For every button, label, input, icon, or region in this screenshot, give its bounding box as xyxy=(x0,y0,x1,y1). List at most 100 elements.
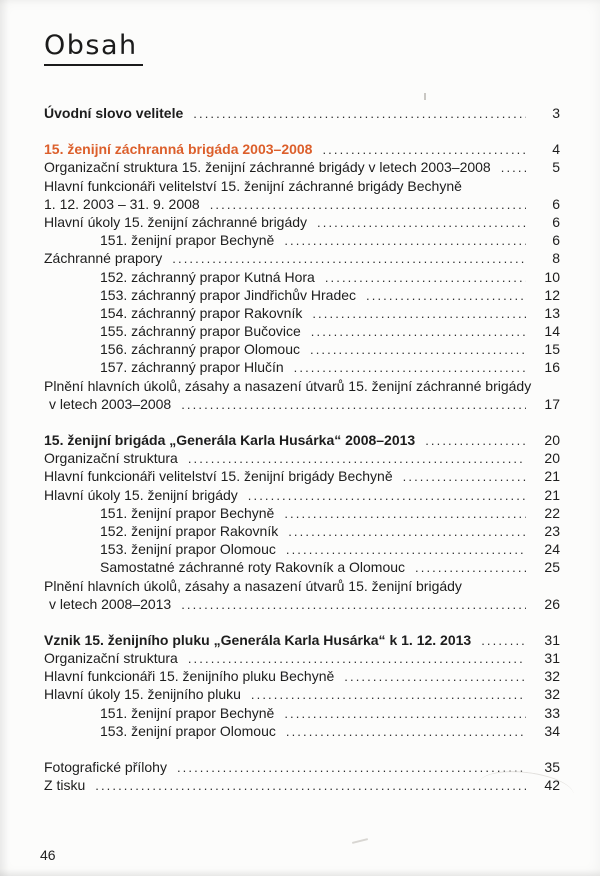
toc-leader-dots: ........................................… xyxy=(172,251,526,267)
toc-leader-dots: ........................................… xyxy=(310,324,526,340)
toc-entry: 156. záchranný prapor Olomouc...........… xyxy=(44,340,560,358)
toc-entry-text: Hlavní funkcionáři velitelství 15. ženij… xyxy=(44,468,393,485)
footer-page-number: 46 xyxy=(40,847,56,863)
toc-entry-text: Hlavní úkoly 15. ženijní záchranné brigá… xyxy=(44,213,308,230)
toc-entry-text: Fotografické přílohy xyxy=(44,759,167,775)
toc-page-number: 32 xyxy=(544,668,560,685)
toc-entry: Hlavní úkoly 15. ženijní záchranné brigá… xyxy=(44,213,560,231)
toc-leader-dots: ........................................… xyxy=(324,269,526,285)
toc-entry-text: 156. záchranný prapor Olomouc xyxy=(100,341,300,358)
toc-entry: 153. záchranný prapor Jindřichův Hradec.… xyxy=(44,286,560,304)
toc-page-number: 3 xyxy=(552,105,560,121)
toc-entry-text: Hlavní úkoly 15. ženijní brigády xyxy=(44,486,238,503)
toc-entry: Organizační struktura...................… xyxy=(44,649,560,667)
toc-page-number: 6 xyxy=(552,195,560,212)
toc-page-number: 6 xyxy=(552,213,560,230)
toc-leader-dots: ........................................… xyxy=(425,433,526,448)
page-title: Obsah xyxy=(44,30,143,66)
toc-entry-text: Vznik 15. ženijního pluku „Generála Karl… xyxy=(44,631,472,648)
toc-entry: 151. ženijní prapor Bechyně.............… xyxy=(44,504,560,522)
toc-page-number: 24 xyxy=(544,541,560,558)
toc-leader-dots: ........................................… xyxy=(181,396,526,412)
toc-entry: Záchranné prapory.......................… xyxy=(44,249,560,267)
toc-entry: Organizační struktura...................… xyxy=(44,449,560,467)
toc-entry-text: 151. ženijní prapor Bechyně xyxy=(100,704,275,721)
toc-entry-text: 15. ženijní brigáda „Generála Karla Husá… xyxy=(44,432,416,448)
toc-entry-text: 157. záchranný prapor Hlučín xyxy=(100,359,284,376)
toc-entry: Vznik 15. ženijního pluku „Generála Karl… xyxy=(44,631,560,649)
toc-entry: 152. záchranný prapor Kutná Hora........… xyxy=(44,268,560,286)
toc-leader-dots: ........................................… xyxy=(284,705,526,721)
toc-page-number: 14 xyxy=(544,323,560,340)
toc-leader-dots: ........................................… xyxy=(322,142,526,158)
toc-entry-text: 153. ženijní prapor Olomouc xyxy=(100,722,276,739)
toc-entry: Hlavní funkcionáři velitelství 15. ženij… xyxy=(44,467,560,485)
toc-page-number: 32 xyxy=(544,686,560,703)
toc-leader-dots: ........................................… xyxy=(310,342,526,358)
toc-entry-text: Z tisku xyxy=(44,777,86,794)
toc-entry: Fotografické přílohy....................… xyxy=(44,758,560,776)
toc-entry: Samostatné záchranné roty Rakovník a Olo… xyxy=(44,558,560,576)
toc-entry: v letech 2003–2008......................… xyxy=(44,395,560,413)
toc-page-number: 31 xyxy=(544,650,560,667)
toc-entry-text: Úvodní slovo velitele xyxy=(44,105,184,121)
toc-entry: 152. ženijní prapor Rakovník............… xyxy=(44,522,560,540)
toc-entry-text: 151. ženijní prapor Bechyně xyxy=(100,504,275,521)
toc-leader-dots: ........................................… xyxy=(415,560,526,576)
toc-entry-text: Hlavní funkcionáři 15. ženijního pluku B… xyxy=(44,668,335,685)
toc-entry-text: Plnění hlavních úkolů, zásahy a nasazení… xyxy=(44,377,532,394)
toc-page-number: 8 xyxy=(552,250,560,267)
toc-entry-text: Hlavní funkcionáři velitelství 15. ženij… xyxy=(44,177,462,194)
toc-entry: Úvodní slovo velitele...................… xyxy=(44,104,560,122)
toc-page-number: 4 xyxy=(552,141,560,158)
toc-leader-dots: ........................................… xyxy=(288,523,526,539)
toc-page-number: 17 xyxy=(544,395,560,412)
toc-leader-dots: ........................................… xyxy=(95,778,526,794)
toc-page-number: 23 xyxy=(544,522,560,539)
toc-leader-dots: ........................................… xyxy=(187,651,526,667)
toc-page-number: 33 xyxy=(544,704,560,721)
toc-entry: 155. záchranný prapor Bučovice..........… xyxy=(44,322,560,340)
toc-entry-text: 1. 12. 2003 – 31. 9. 2008 xyxy=(44,195,200,212)
toc-leader-dots: ........................................… xyxy=(187,451,526,467)
toc-leader-dots: ........................................… xyxy=(176,760,526,775)
toc-entry-text: Hlavní úkoly 15. ženijního pluku xyxy=(44,686,241,703)
toc-page-number: 42 xyxy=(544,777,560,794)
toc-page-number: 5 xyxy=(552,159,560,176)
toc-leader-dots: ........................................… xyxy=(317,214,526,230)
toc-page-number: 34 xyxy=(544,722,560,739)
toc-entry-text: 153. záchranný prapor Jindřichův Hradec xyxy=(100,286,357,303)
toc-entry: Hlavní úkoly 15. ženijní brigády........… xyxy=(44,486,560,504)
toc-entry: Organizační struktura 15. ženijní záchra… xyxy=(44,158,560,176)
toc-leader-dots: ........................................… xyxy=(500,160,526,176)
toc-entry: Plnění hlavních úkolů, zásahy a nasazení… xyxy=(44,377,560,395)
toc-leader-dots: ........................................… xyxy=(344,669,526,685)
toc-leader-dots: ........................................… xyxy=(285,542,526,558)
toc-list: Úvodní slovo velitele...................… xyxy=(0,104,600,794)
toc-page-number: 22 xyxy=(544,504,560,521)
scan-artifact xyxy=(351,838,369,844)
toc-page-number: 16 xyxy=(544,359,560,376)
toc-page-number: 35 xyxy=(544,759,560,775)
toc-page-number: 31 xyxy=(544,631,560,648)
toc-leader-dots: ........................................… xyxy=(209,196,526,212)
toc-page-number: 10 xyxy=(544,268,560,285)
toc-leader-dots: ........................................… xyxy=(293,360,526,376)
toc-entry: 153. ženijní prapor Olomouc.............… xyxy=(44,540,560,558)
toc-page-number: 15 xyxy=(544,341,560,358)
toc-entry: 15. ženijní záchranná brigáda 2003–2008.… xyxy=(44,140,560,158)
toc-leader-dots: ........................................… xyxy=(193,106,526,121)
toc-entry-text: Samostatné záchranné roty Rakovník a Olo… xyxy=(100,559,406,576)
toc-entry: Hlavní funkcionáři 15. ženijního pluku B… xyxy=(44,667,560,685)
toc-leader-dots: ........................................… xyxy=(247,487,526,503)
toc-entry: 15. ženijní brigáda „Generála Karla Husá… xyxy=(44,431,560,449)
toc-entry-text: 152. záchranný prapor Kutná Hora xyxy=(100,268,315,285)
toc-entry-text: 155. záchranný prapor Bučovice xyxy=(100,323,301,340)
toc-page-number: 26 xyxy=(544,595,560,612)
toc-page-number: 20 xyxy=(544,450,560,467)
toc-page-number: 25 xyxy=(544,559,560,576)
toc-leader-dots: ........................................… xyxy=(366,287,526,303)
toc-leader-dots: ........................................… xyxy=(402,469,526,485)
toc-entry: 151. ženijní prapor Bechyně.............… xyxy=(44,704,560,722)
